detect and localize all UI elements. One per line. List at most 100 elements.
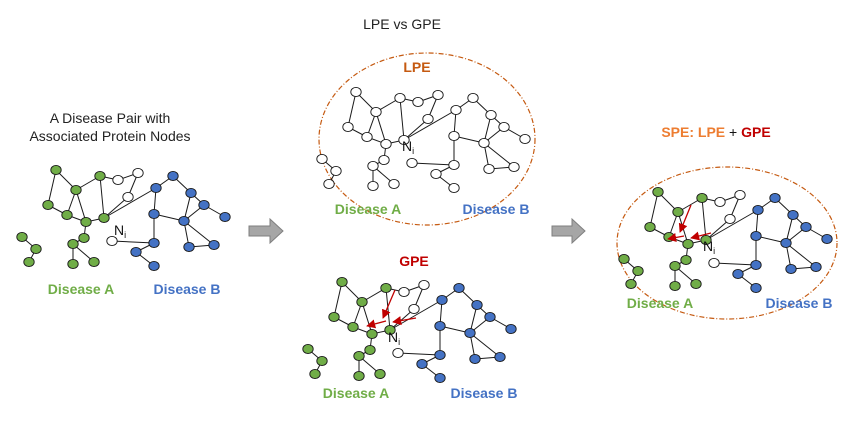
disease-a-node [98,212,110,224]
network-edge [333,281,343,318]
disease-b-node [167,170,179,182]
network-edge [99,175,105,219]
disease-b-node [780,237,792,249]
neutral-node [412,96,424,108]
disease-b-node [448,159,460,171]
disease-a-node [398,134,410,146]
disease-b-node [208,239,220,251]
pair-title-line2: Associated Protein Nodes [29,128,190,144]
disease-b-node [436,294,448,306]
disease-a-node [342,121,354,133]
network-original: Ni [16,164,231,272]
propagation-arrow-icon [690,231,712,241]
disease-b-node [434,320,446,332]
disease-a-node [380,138,392,150]
disease-b-node [219,211,231,223]
disease-a-node [388,178,400,190]
disease-a-node [370,106,382,118]
disease-b-node [185,187,197,199]
disease-a-node [353,370,365,382]
node-ni-label: Ni [402,138,414,156]
node-ni-label: Ni [388,329,400,347]
disease-b-node [519,133,531,145]
neutral-node [112,174,124,186]
disease-a-node [361,131,373,143]
disease-b-node [130,246,142,258]
network-edge [399,97,405,141]
disease-b-node [434,372,446,384]
disease-a-node [347,321,359,333]
network-edge [785,242,817,268]
disease-a-node [618,253,630,265]
disease-a-node [80,216,92,228]
gpe-label: GPE [399,253,429,269]
network-edge [47,169,57,206]
disease-a-node [323,178,335,190]
propagation-arrow-icon [392,316,417,326]
disease-a-node [356,296,368,308]
disease-a-node [302,343,314,355]
disease-b-node [430,168,442,180]
disease-a-node [644,221,656,233]
disease-b-node [448,182,460,194]
disease-b-node [450,104,462,116]
disease-a-node [669,260,681,272]
disease-b-node [800,221,812,233]
disease-a-node [42,199,54,211]
disease-a-node [309,368,321,380]
disease-b-node [810,261,822,273]
disease-b-node [434,349,446,361]
neutral-node [408,303,420,315]
disease-a-node [336,276,348,288]
disease-a-node [672,206,684,218]
disease-a-node [367,180,379,192]
disease-a-node [367,160,379,172]
lpe-label: LPE [403,59,430,75]
disease-b-node [787,209,799,221]
node-ni-label: Ni [114,222,126,240]
neutral-node [714,196,726,208]
disease-a-node [30,243,42,255]
disease-a-node [374,368,386,380]
network-edge [347,91,357,128]
disease-a-node [696,192,708,204]
disease-b-node [453,282,465,294]
disease-b-node [178,215,190,227]
neutral-node [724,213,736,225]
propagation-arrow-icon [366,319,387,329]
disease-b-node [478,137,490,149]
disease-a-label: Disease A [48,281,114,297]
network-gpe: Ni [302,276,517,384]
network-edge [403,109,457,141]
disease-a-label: Disease A [323,385,389,401]
spe-ellipse [616,166,838,320]
propagation-arrow-icon [678,204,692,233]
flow-arrow-icon [248,217,284,245]
disease-b-node [416,358,428,370]
disease-a-node [700,234,712,246]
disease-a-node [67,258,79,270]
disease-b-node [148,260,160,272]
neutral-node [406,157,418,169]
disease-a-node [632,265,644,277]
network-edge [713,262,757,266]
disease-a-node [50,164,62,176]
pair-title-line1: A Disease Pair with [50,110,171,126]
network-edge [469,332,501,358]
disease-a-node [690,278,702,290]
disease-b-node [821,233,833,245]
disease-b-node [769,192,781,204]
disease-b-node [750,259,762,271]
network-edge [103,187,157,219]
disease-b-node [467,92,479,104]
neutral-node [398,286,410,298]
disease-a-node [78,232,90,244]
disease-b-label: Disease B [451,385,518,401]
disease-a-node [94,170,106,182]
network-edge [75,189,87,223]
disease-a-node [663,231,675,243]
neutral-node [132,167,144,179]
disease-a-node [652,186,664,198]
disease-a-node [682,238,694,250]
